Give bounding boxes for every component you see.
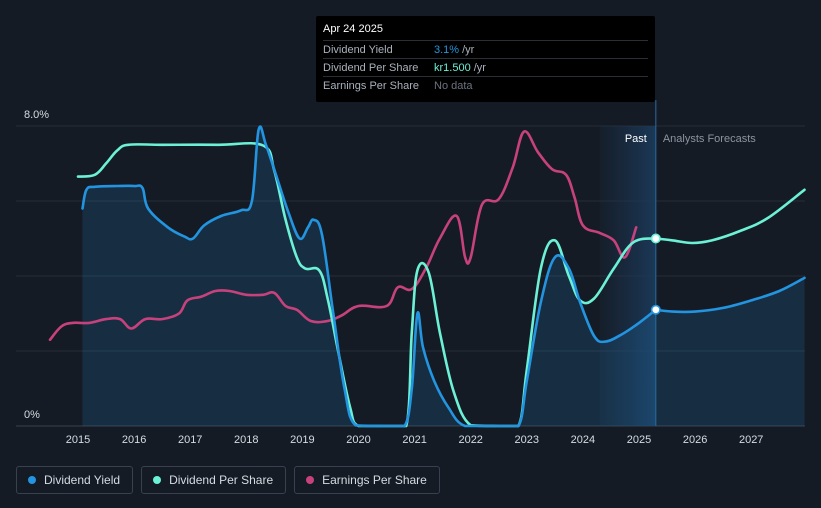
x-tick-label: 2020 — [346, 434, 370, 446]
tooltip-label: Dividend Yield — [323, 43, 393, 56]
dividend-yield-line — [81, 125, 658, 428]
tooltip-label: Dividend Per Share — [323, 61, 419, 74]
x-tick-label: 2024 — [571, 434, 595, 446]
x-tick-label: 2027 — [739, 434, 763, 446]
x-tick-label: 2021 — [402, 434, 426, 446]
y-tick-label-top: 8.0% — [24, 109, 49, 121]
x-tick-label: 2023 — [515, 434, 539, 446]
tooltip: Apr 24 2025 Dividend Yield 3.1% /yr Divi… — [316, 16, 655, 102]
legend-item-dividend-yield[interactable]: Dividend Yield — [16, 466, 134, 494]
x-tick-label: 2025 — [627, 434, 651, 446]
past-label: Past — [625, 133, 647, 145]
tooltip-value: kr1.500 — [434, 61, 471, 74]
grid-lines — [16, 125, 805, 427]
forecast-label: Analysts Forecasts — [663, 133, 756, 145]
tooltip-label: Earnings Per Share — [323, 79, 419, 92]
tooltip-row-earnings-per-share: Earnings Per Share No data — [323, 76, 648, 94]
x-tick-label: 2015 — [66, 434, 90, 446]
legend-dot — [28, 476, 36, 484]
x-tick-label: 2026 — [683, 434, 707, 446]
x-tick-label: 2022 — [458, 434, 482, 446]
legend-label: Dividend Yield — [44, 473, 121, 487]
tooltip-unit: /yr — [462, 43, 475, 56]
legend-dot — [306, 476, 315, 484]
x-tick-label: 2018 — [234, 434, 258, 446]
tooltip-value: 3.1% — [434, 43, 460, 56]
legend-item-earnings-per-share[interactable]: Earnings Per Share — [294, 466, 440, 494]
x-axis-ticks: 2015 2016 2017 2018 2019 2020 2021 2022 2023 2024… — [66, 434, 764, 446]
series-markers — [650, 233, 661, 315]
tooltip-unit: /yr — [473, 61, 486, 74]
tooltip-row-dividend-yield: Dividend Yield 3.1% /yr — [323, 40, 648, 58]
dividend-chart: 2015 2016 2017 2018 2019 2020 2021 2022 2023 2024… — [16, 100, 806, 446]
legend: Dividend Yield Dividend Per Share Earnin… — [16, 466, 440, 494]
y-tick-label-bottom: 0% — [24, 409, 40, 421]
series-marker — [650, 233, 661, 244]
earnings-per-share-line — [48, 130, 638, 342]
series-lines — [48, 125, 806, 428]
legend-item-dividend-per-share[interactable]: Dividend Per Share — [141, 466, 287, 494]
legend-label: Earnings Per Share — [322, 473, 427, 487]
tooltip-row-dividend-per-share: Dividend Per Share kr1.500 /yr — [323, 58, 648, 76]
series-marker — [650, 304, 661, 315]
dividend-per-share-forecast-line — [654, 188, 806, 245]
tooltip-value: No data — [434, 79, 473, 92]
legend-dot — [153, 476, 162, 484]
x-tick-label: 2019 — [290, 434, 314, 446]
dividend-yield-area — [82, 126, 656, 427]
area-fills — [82, 126, 805, 427]
x-tick-label: 2017 — [178, 434, 202, 446]
x-tick-label: 2016 — [122, 434, 146, 446]
tooltip-date: Apr 24 2025 — [323, 23, 383, 35]
legend-label: Dividend Per Share — [169, 473, 274, 487]
dividend-yield-forecast-area — [655, 277, 805, 426]
dividend-yield-forecast-line — [654, 276, 806, 314]
